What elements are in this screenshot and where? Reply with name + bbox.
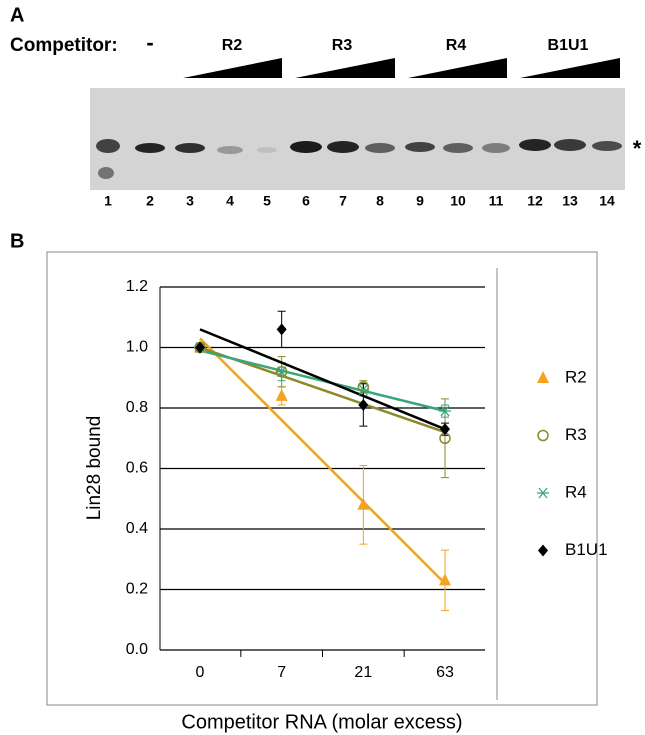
lane-number: 8 <box>376 193 384 209</box>
wedge <box>295 58 395 78</box>
trend-line <box>200 351 445 412</box>
point <box>357 498 369 510</box>
y-tick-label: 1.0 <box>126 339 148 356</box>
legend-label: R3 <box>565 425 587 444</box>
band-marker: * <box>633 136 642 161</box>
band <box>327 141 359 153</box>
band <box>290 141 322 153</box>
x-axis-label: Competitor RNA (molar excess) <box>181 711 462 733</box>
x-tick-label: 21 <box>354 664 372 681</box>
point <box>277 323 287 335</box>
legend-marker <box>538 545 548 557</box>
gel <box>90 88 625 190</box>
band <box>405 142 435 152</box>
x-tick-label: 0 <box>196 664 205 681</box>
wedge <box>183 58 282 78</box>
legend-label: R4 <box>565 482 587 501</box>
panel-label: B <box>10 230 24 252</box>
y-axis-label: Lin28 bound <box>84 416 105 521</box>
band <box>257 147 277 153</box>
plot: 0.0 0.2 0.4 0.6 0.8 1.0 1.2 0 7 21 63 R2 R3 R4 B1U1 <box>126 278 608 681</box>
no-competitor: - <box>146 30 153 55</box>
y-tick-label: 0.6 <box>126 460 148 477</box>
legend-label: R2 <box>565 367 587 386</box>
band <box>443 143 473 153</box>
y-tick-label: 0.0 <box>126 641 148 658</box>
point <box>358 399 368 411</box>
band <box>365 143 395 153</box>
lane-number: 12 <box>527 193 543 209</box>
band <box>217 146 243 154</box>
wedges <box>183 58 620 78</box>
x-tick-label: 7 <box>277 664 286 681</box>
lane-number: 13 <box>562 193 578 209</box>
y-tick-label: 0.2 <box>126 581 148 598</box>
panel-label: A <box>10 4 24 26</box>
lane-number: 4 <box>226 193 234 209</box>
legend-marker <box>537 371 549 383</box>
lane-number: 7 <box>339 193 347 209</box>
wedge <box>408 58 507 78</box>
lane-number: 11 <box>489 193 504 209</box>
group-label: R4 <box>446 37 467 54</box>
band <box>519 139 551 151</box>
group-label: B1U1 <box>548 37 589 54</box>
y-tick-label: 0.8 <box>126 399 148 416</box>
legend-label: B1U1 <box>565 540 608 559</box>
lane-number: 2 <box>146 193 154 209</box>
band <box>592 141 622 151</box>
band <box>554 139 586 151</box>
lane-number: 14 <box>599 193 615 209</box>
trend-line <box>200 329 445 429</box>
lane-number: 10 <box>450 193 466 209</box>
band <box>175 143 205 153</box>
competitor-label: Competitor: <box>10 35 118 56</box>
band <box>482 143 510 153</box>
legend-marker <box>538 431 548 441</box>
band <box>98 167 114 179</box>
group-label: R3 <box>332 37 353 54</box>
point <box>276 389 288 401</box>
lane-number: 1 <box>104 193 112 209</box>
lane-number: 5 <box>263 193 271 209</box>
y-tick-label: 1.2 <box>126 278 148 295</box>
wedge <box>520 58 620 78</box>
x-tick-label: 63 <box>436 664 454 681</box>
legend-marker <box>537 488 549 498</box>
figure: A Competitor: - R2 R3 R4 B1U1 * 12345678… <box>0 0 645 735</box>
y-tick-label: 0.4 <box>126 520 148 537</box>
plot-frame <box>47 252 597 705</box>
trend-line <box>200 338 445 583</box>
lane-number: 9 <box>416 193 424 209</box>
band <box>96 139 120 153</box>
lane-number: 3 <box>186 193 194 209</box>
group-label: R2 <box>222 37 243 54</box>
point <box>440 423 450 435</box>
band <box>135 143 165 153</box>
lane-number: 6 <box>302 193 310 209</box>
